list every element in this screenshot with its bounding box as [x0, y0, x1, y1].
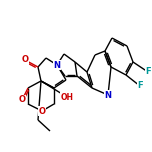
- Text: O: O: [38, 107, 45, 116]
- Text: N: N: [105, 90, 112, 100]
- Text: F: F: [145, 67, 151, 76]
- Text: N: N: [54, 60, 60, 69]
- Text: O: O: [21, 55, 29, 64]
- Text: F: F: [137, 81, 143, 90]
- Text: OH: OH: [60, 93, 74, 102]
- Text: O: O: [19, 95, 26, 105]
